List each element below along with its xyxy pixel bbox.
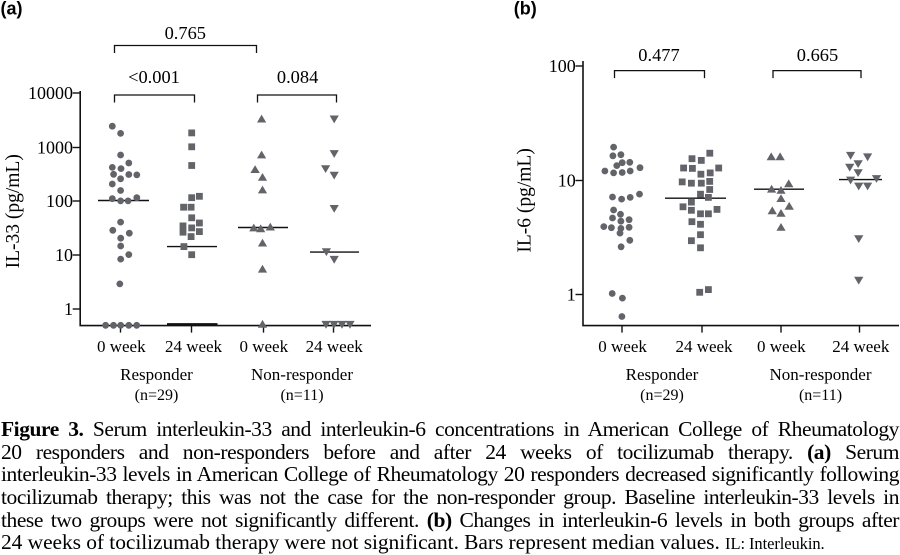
svg-text:(n=11): (n=11) xyxy=(280,387,323,404)
svg-text:Responder: Responder xyxy=(120,365,193,384)
svg-text:0.084: 0.084 xyxy=(277,67,318,87)
svg-text:1: 1 xyxy=(567,285,576,305)
svg-text:100: 100 xyxy=(46,191,73,211)
svg-text:0.765: 0.765 xyxy=(165,23,206,43)
svg-text:10: 10 xyxy=(558,171,576,191)
svg-text:0 week: 0 week xyxy=(598,337,647,356)
svg-text:0 week: 0 week xyxy=(757,337,806,356)
svg-text:Non-responder: Non-responder xyxy=(251,365,353,384)
svg-text:(n=29): (n=29) xyxy=(135,387,179,404)
svg-text:0 week: 0 week xyxy=(239,337,288,356)
svg-text:0 week: 0 week xyxy=(97,337,146,356)
svg-text:1000: 1000 xyxy=(37,138,73,158)
svg-text:1: 1 xyxy=(64,299,73,319)
svg-text:100: 100 xyxy=(549,56,576,76)
svg-text:Responder: Responder xyxy=(626,365,699,384)
svg-text:10000: 10000 xyxy=(28,83,73,103)
svg-text:10: 10 xyxy=(55,245,73,265)
svg-text:24 week: 24 week xyxy=(675,337,733,356)
svg-text:0.665: 0.665 xyxy=(797,45,838,65)
svg-text:(a): (a) xyxy=(1,0,23,18)
svg-text:(b): (b) xyxy=(514,0,537,18)
svg-text:IL-33 (pg/mL): IL-33 (pg/mL) xyxy=(3,154,24,268)
svg-text:0.477: 0.477 xyxy=(638,45,679,65)
svg-text:24 week: 24 week xyxy=(165,337,223,356)
svg-text:IL-6 (pg/mL): IL-6 (pg/mL) xyxy=(515,148,536,253)
svg-text:(n=11): (n=11) xyxy=(799,387,842,404)
svg-text:24 week: 24 week xyxy=(306,337,364,356)
svg-text:(n=29): (n=29) xyxy=(640,387,684,404)
svg-text:Non-responder: Non-responder xyxy=(770,365,872,384)
svg-text:24 week: 24 week xyxy=(832,337,890,356)
svg-text:<0.001: <0.001 xyxy=(128,67,180,87)
